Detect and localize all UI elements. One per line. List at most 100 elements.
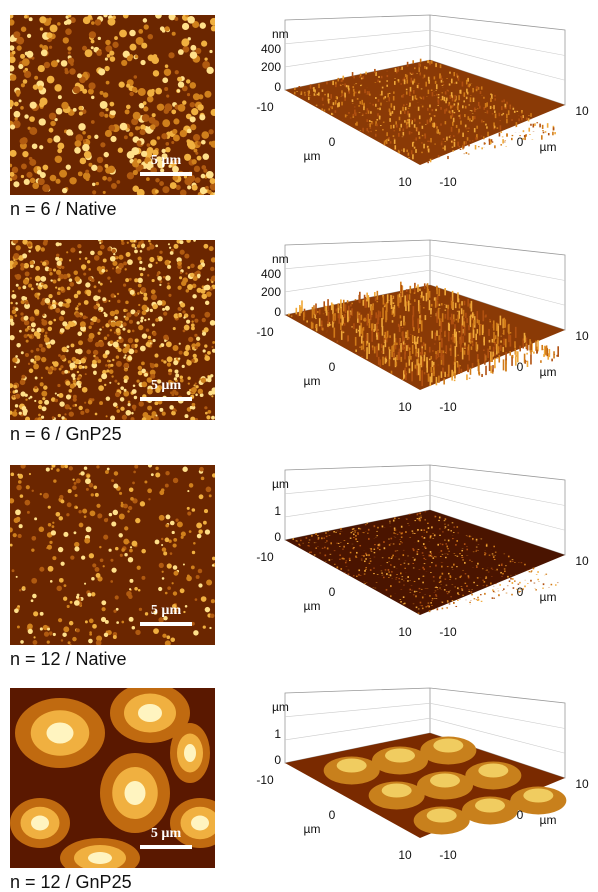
grain xyxy=(20,138,27,145)
grain xyxy=(11,473,15,477)
grain xyxy=(34,76,38,80)
grain xyxy=(109,369,114,374)
grain xyxy=(57,291,61,295)
grain xyxy=(91,577,94,580)
grain xyxy=(159,284,161,286)
grain xyxy=(90,318,92,320)
grain xyxy=(55,308,60,313)
grain xyxy=(98,289,101,292)
grain xyxy=(110,322,115,327)
grain xyxy=(120,397,125,402)
grain xyxy=(198,389,203,394)
hill xyxy=(430,774,460,788)
grain xyxy=(34,309,39,314)
grain xyxy=(10,302,13,305)
grain xyxy=(66,513,69,516)
grain xyxy=(21,27,26,32)
grain xyxy=(156,414,158,416)
grain xyxy=(29,473,31,475)
grain xyxy=(80,158,87,165)
grain xyxy=(22,285,26,289)
grain xyxy=(147,274,149,276)
grain xyxy=(186,576,192,582)
grain xyxy=(197,141,201,145)
grain xyxy=(76,628,80,632)
grain xyxy=(134,249,138,253)
grain xyxy=(20,494,24,498)
hill xyxy=(184,744,196,762)
grain xyxy=(25,394,28,397)
grain xyxy=(201,41,207,47)
grain xyxy=(25,500,31,506)
grain xyxy=(186,320,190,324)
grain xyxy=(91,278,95,282)
grain xyxy=(48,506,51,509)
grain xyxy=(38,178,45,185)
grain xyxy=(140,129,146,135)
grain xyxy=(115,321,121,327)
grain xyxy=(104,313,108,317)
grain xyxy=(132,626,135,629)
grain xyxy=(173,345,179,351)
grain xyxy=(88,639,93,644)
panel: 5 µmn = 12 / GnP25µm10-10010-10010µmµm xyxy=(10,683,589,892)
grain xyxy=(16,485,21,490)
grain xyxy=(41,49,48,56)
grain xyxy=(183,330,186,333)
grain xyxy=(77,291,81,295)
grain xyxy=(69,68,75,74)
grain xyxy=(90,251,95,256)
grain xyxy=(121,548,125,552)
grain xyxy=(185,272,187,274)
grain xyxy=(134,349,138,353)
grain xyxy=(83,139,86,142)
grain xyxy=(13,385,17,389)
grain xyxy=(23,79,28,84)
hill xyxy=(427,809,457,823)
grain xyxy=(167,586,171,590)
grain xyxy=(87,475,90,478)
grain xyxy=(38,400,42,404)
grain xyxy=(94,285,97,288)
grain xyxy=(160,26,165,31)
grain xyxy=(132,541,138,547)
grain xyxy=(137,126,140,129)
grain xyxy=(179,240,183,244)
grain xyxy=(21,300,25,304)
grain xyxy=(47,138,52,143)
grain xyxy=(95,567,100,572)
grain xyxy=(159,515,165,521)
grain xyxy=(69,259,71,261)
grain xyxy=(96,640,102,646)
grain xyxy=(208,391,213,396)
right-tick-label: 10 xyxy=(575,329,589,343)
grain xyxy=(143,101,147,105)
grain xyxy=(31,287,34,290)
grain xyxy=(96,50,102,56)
grain xyxy=(125,410,131,416)
grain xyxy=(49,128,54,133)
grain xyxy=(155,318,159,322)
grain xyxy=(26,485,30,489)
hill xyxy=(138,704,162,722)
grain xyxy=(12,290,14,292)
grain xyxy=(119,514,125,520)
grain xyxy=(14,608,19,613)
grain xyxy=(180,190,187,197)
grain xyxy=(187,284,193,290)
grain xyxy=(104,164,108,168)
grain xyxy=(72,637,76,641)
grain xyxy=(117,300,121,304)
grain xyxy=(209,494,212,497)
right-tick-label: 10 xyxy=(575,777,589,791)
grain xyxy=(204,406,207,409)
grain xyxy=(10,150,17,157)
grain xyxy=(112,267,114,269)
grain xyxy=(168,372,171,375)
grain xyxy=(46,467,50,471)
grain xyxy=(24,334,28,338)
grain xyxy=(110,580,113,583)
grain xyxy=(66,251,68,253)
grain xyxy=(212,473,216,477)
grain xyxy=(32,182,39,189)
